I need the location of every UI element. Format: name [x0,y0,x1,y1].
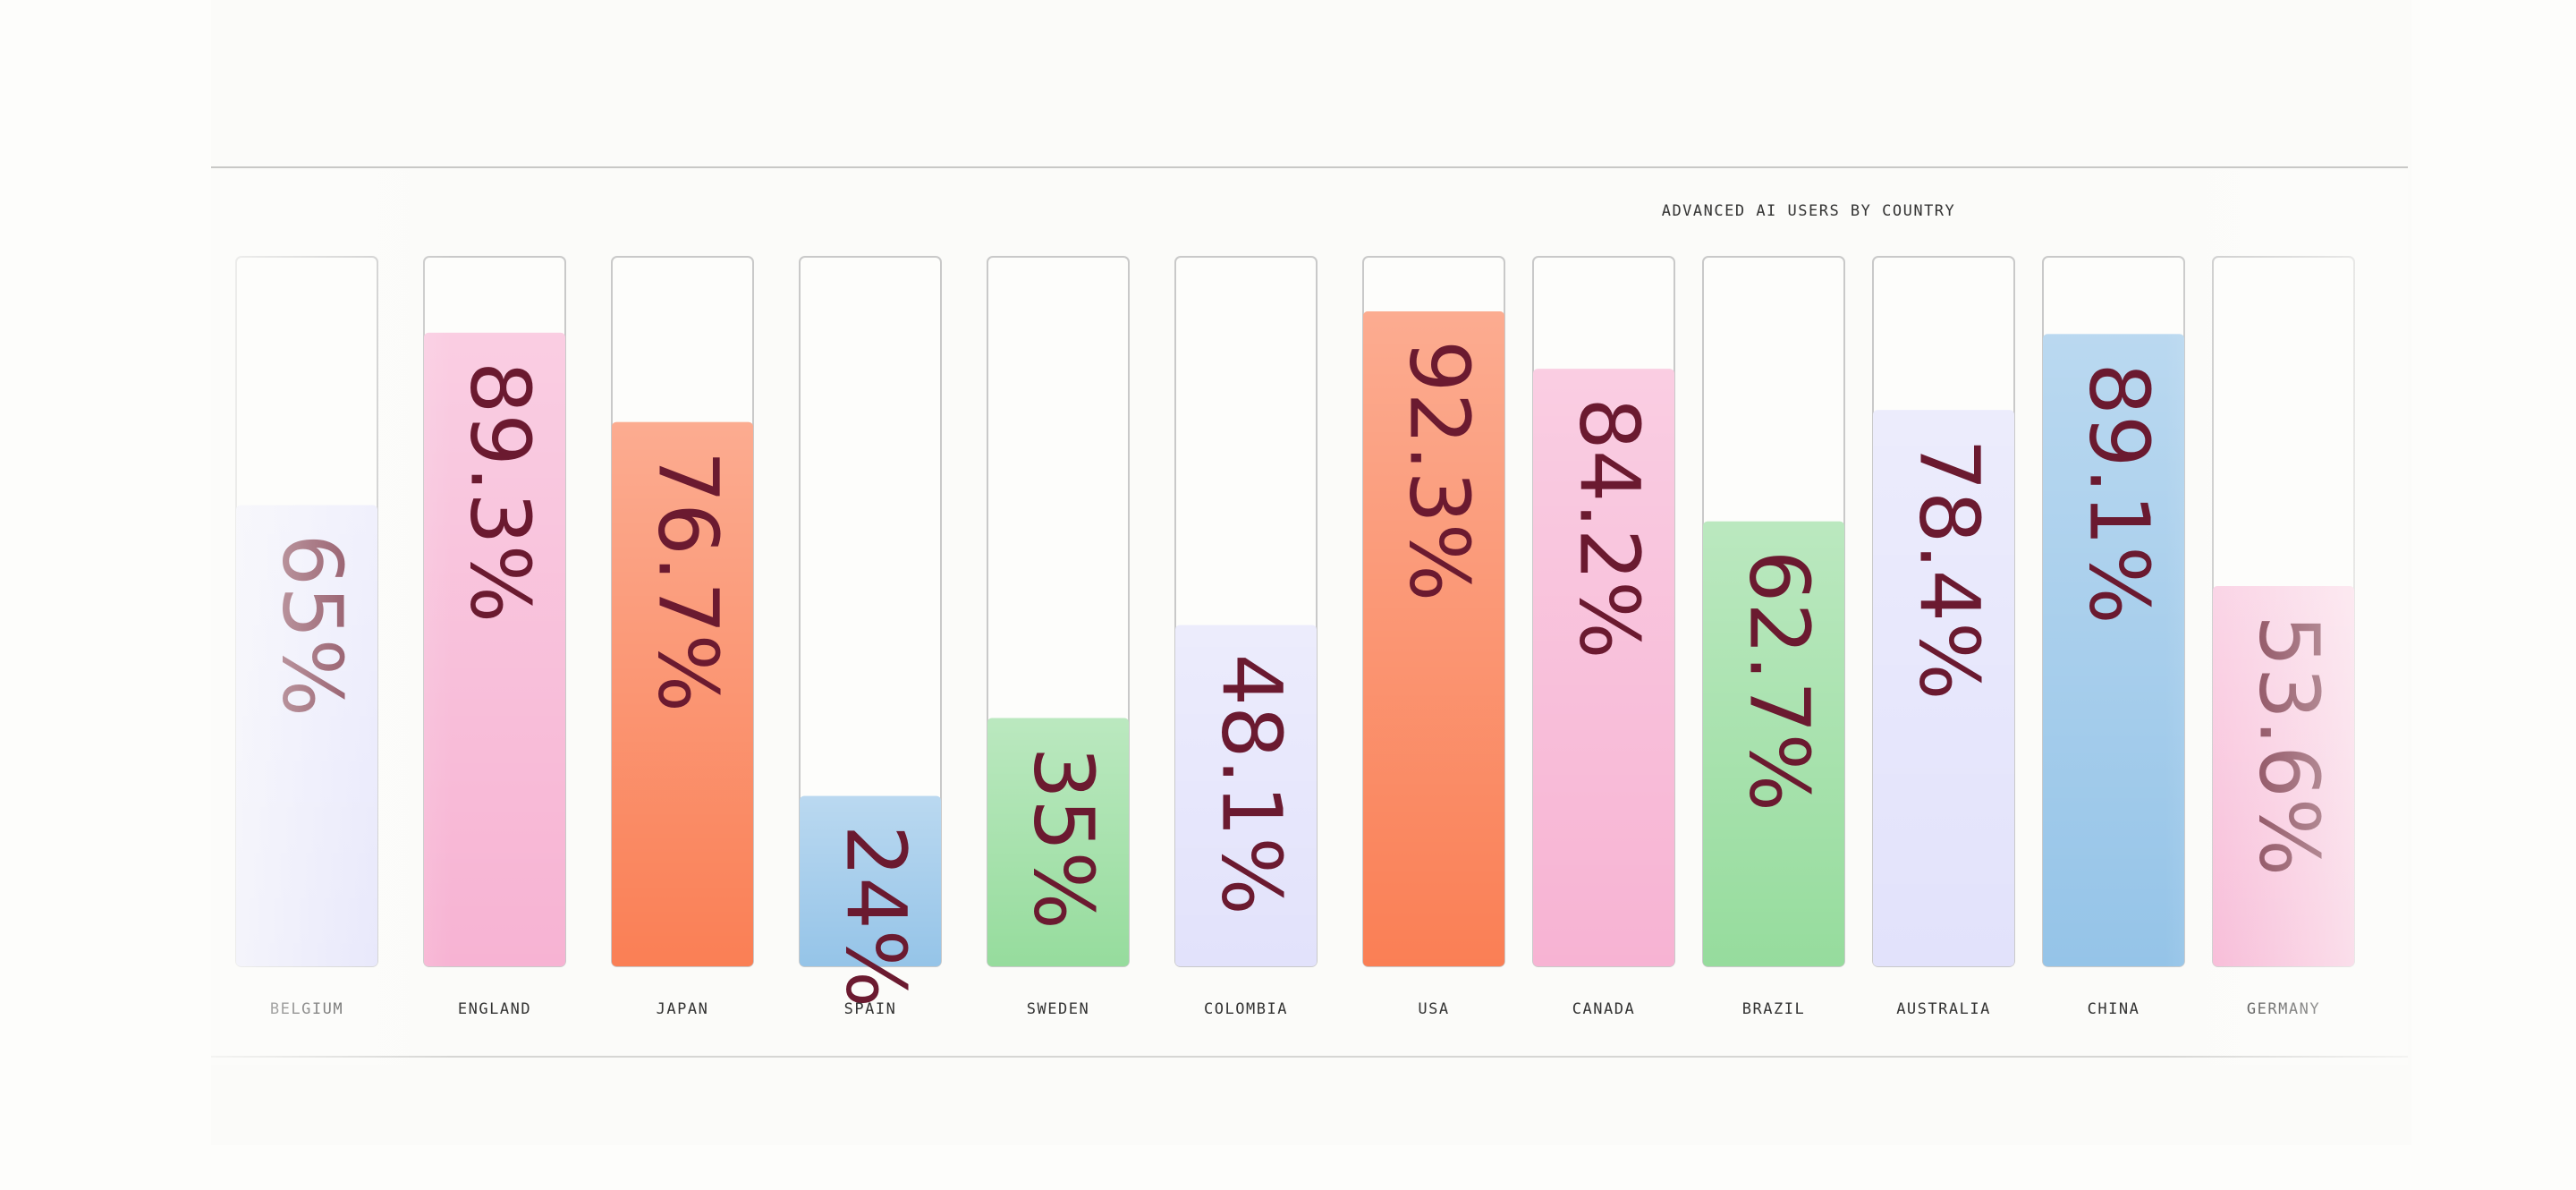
value-label: 89.1% [2072,362,2167,624]
value-label: 48.1% [1204,654,1300,915]
x-tick-label: ENGLAND [458,1000,531,1018]
bar-sheen [2043,334,2184,966]
value-label: 76.7% [640,451,736,712]
bar-sheen [612,421,753,966]
value-label: 62.7% [1732,550,1827,812]
bar-sheen [800,795,941,966]
x-tick-label: SPAIN [844,1000,897,1018]
bar-sheen [1873,410,2014,967]
bar-sheen [424,332,565,966]
x-tick-label: CHINA [2088,1000,2140,1018]
x-tick-label: SWEDEN [1027,1000,1089,1018]
bar-sheen [1363,311,1504,966]
value-label: 24% [828,825,924,1007]
right-fade [2165,170,2408,1065]
chart-title: ADVANCED AI USERS BY COUNTRY [1662,202,1956,220]
value-label: 92.3% [1392,340,1487,601]
x-tick-label: AUSTRALIA [1896,1000,1991,1018]
bar-sheen [1703,521,1844,966]
bar-sheen [1175,625,1317,966]
x-tick-label: JAPAN [657,1000,709,1018]
x-tick-label: CANADA [1572,1000,1635,1018]
value-label: 35% [1016,746,1112,929]
value-label: 89.3% [453,361,548,623]
x-tick-label: BRAZIL [1742,1000,1805,1018]
x-tick-label: USA [1418,1000,1449,1018]
value-label: 78.4% [1902,438,1997,700]
bar-sheen [1533,369,1674,966]
value-label: 84.2% [1562,397,1657,659]
bar-sheen [987,718,1129,966]
x-tick-label: COLOMBIA [1204,1000,1288,1018]
left-fade [211,170,453,1065]
